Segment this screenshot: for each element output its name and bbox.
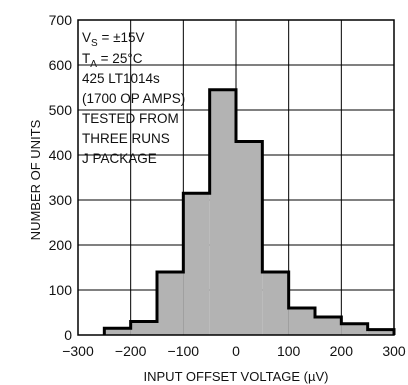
y-axis-label: NUMBER OF UNITS — [28, 119, 43, 240]
x-tick-label: −100 — [168, 343, 200, 359]
annotation-line-count: 425 LT1014s — [82, 71, 160, 86]
y-tick-labels: 0 100 200 300 400 500 600 700 — [49, 12, 73, 343]
x-tick-label: 0 — [232, 343, 240, 359]
x-tick-label: 300 — [382, 343, 406, 359]
histogram-bar — [183, 193, 210, 335]
y-tick-label: 500 — [49, 102, 73, 118]
x-tick-label: 100 — [277, 343, 301, 359]
y-tick-label: 0 — [64, 327, 72, 343]
histogram-bar — [157, 272, 184, 335]
histogram-bars — [104, 89, 394, 335]
histogram-bar — [236, 141, 263, 335]
annotation-line-package: J PACKAGE — [82, 151, 157, 166]
y-tick-label: 100 — [49, 282, 73, 298]
y-tick-label: 600 — [49, 57, 73, 73]
annotation-line-tested: TESTED FROM — [82, 111, 179, 126]
x-tick-label: −200 — [115, 343, 147, 359]
histogram-bar — [262, 272, 289, 335]
histogram-bar — [130, 321, 157, 335]
x-axis-label: INPUT OFFSET VOLTAGE (µV) — [144, 369, 329, 384]
plot-frame — [77, 19, 395, 336]
y-tick-label: 400 — [49, 147, 73, 163]
conditions-annotation: VS = ±15V TA = 25°C 425 LT1014s (1700 OP… — [82, 30, 185, 166]
histogram-bar — [209, 89, 236, 335]
y-tick-label: 300 — [49, 192, 73, 208]
y-tick-label: 200 — [49, 237, 73, 253]
x-tick-labels: −300 −200 −100 0 100 200 300 — [62, 343, 406, 359]
histogram-bar — [288, 308, 315, 335]
x-tick-label: −300 — [62, 343, 94, 359]
x-tick-label: 200 — [330, 343, 354, 359]
histogram-bar — [341, 323, 368, 335]
histogram-bar — [104, 328, 131, 335]
annotation-ta: TA = 25°C — [82, 51, 143, 70]
histogram-bar — [315, 317, 342, 335]
histogram-bar — [367, 329, 394, 335]
annotation-line-opamps: (1700 OP AMPS) — [82, 91, 185, 106]
annotation-vs: VS = ±15V — [82, 30, 145, 49]
histogram-outline — [102, 88, 396, 335]
y-tick-label: 700 — [49, 12, 73, 28]
annotation-line-runs: THREE RUNS — [82, 131, 170, 146]
